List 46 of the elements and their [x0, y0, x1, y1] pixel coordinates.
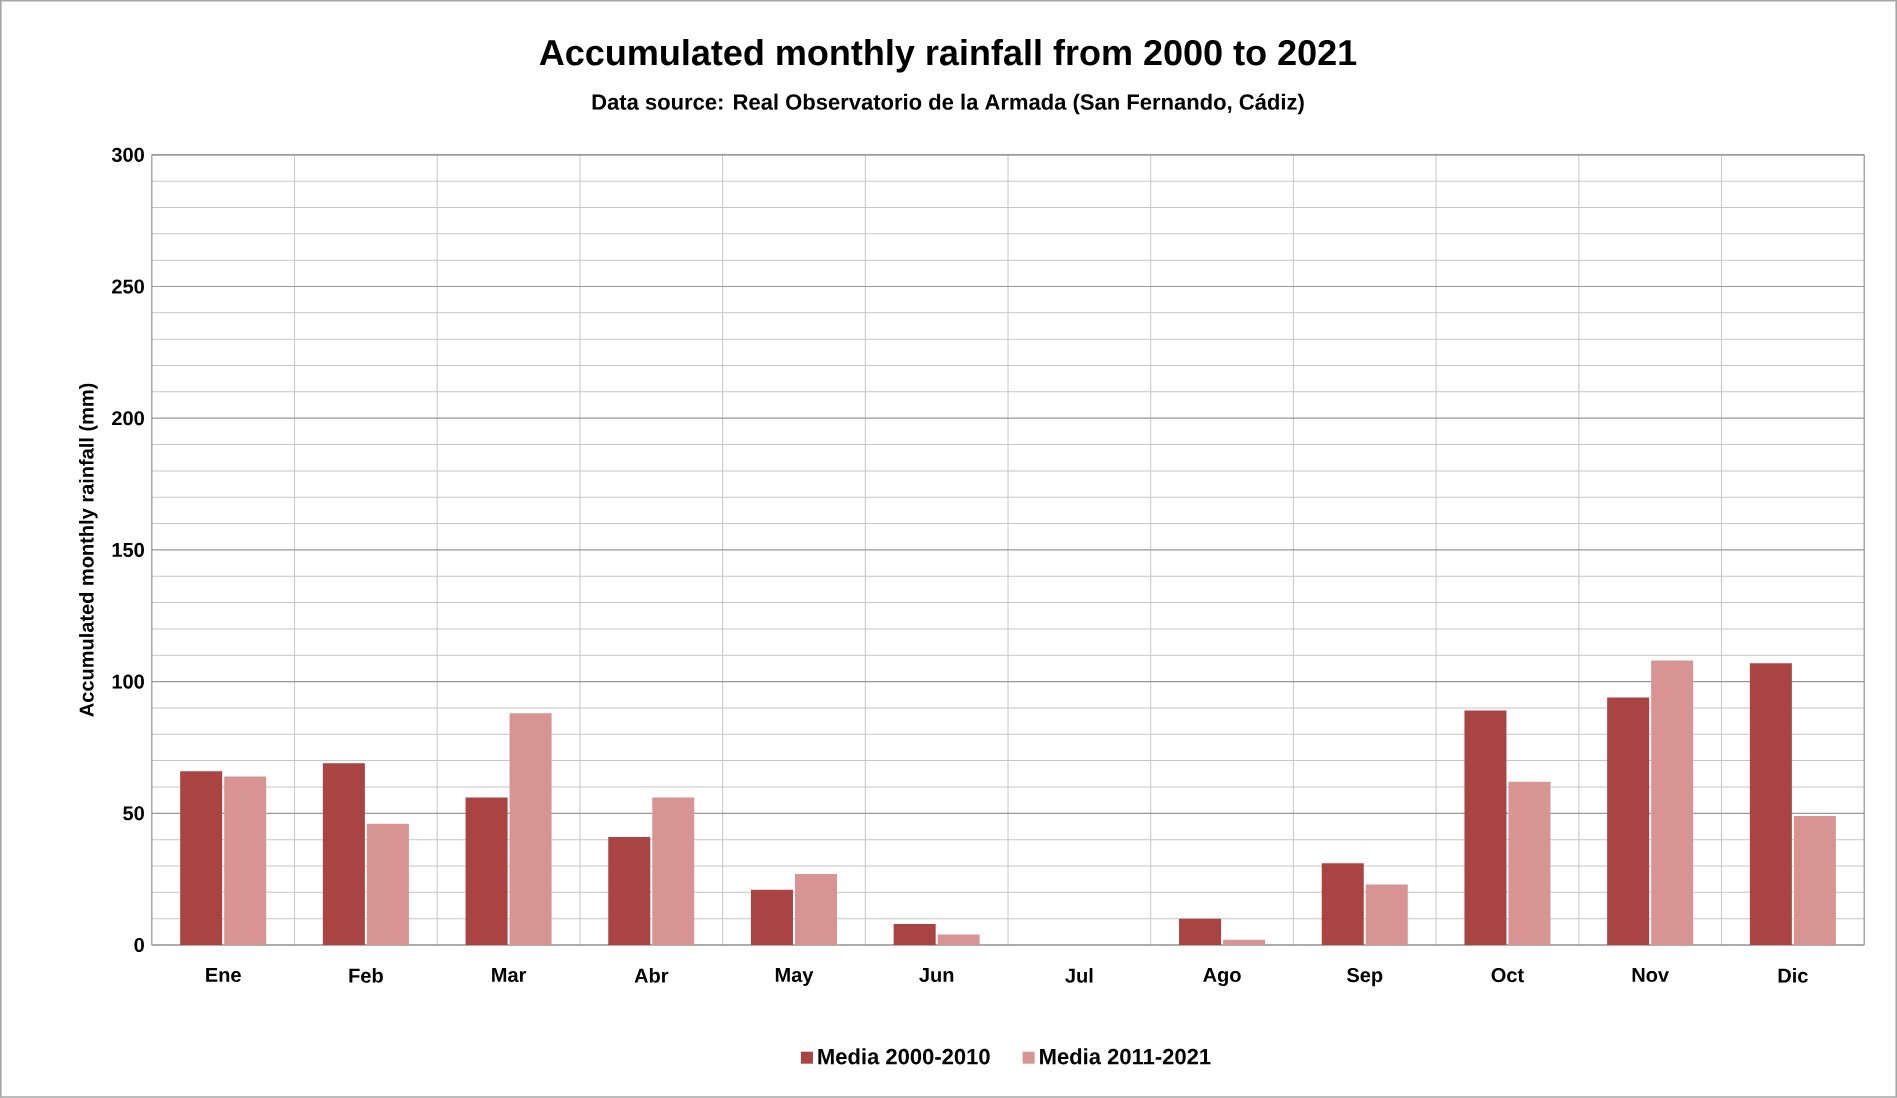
x-tick-label: Jul: [1065, 968, 1093, 983]
x-tick-label: Sep: [1346, 968, 1383, 987]
x-tick-label: Jun: [919, 968, 954, 983]
x-tick-label: Oct: [1491, 968, 1524, 983]
y-tick-label: 50: [123, 806, 144, 821]
bar: [180, 771, 223, 946]
bar: [1365, 884, 1408, 946]
bar: [1464, 710, 1507, 946]
bar: [937, 934, 980, 946]
y-tick-label: 150: [112, 542, 144, 558]
x-tick-label: Mar: [492, 968, 527, 983]
bar: [652, 797, 695, 946]
legend-label: Media 2011-2021: [1040, 1048, 1211, 1065]
x-tick-label: Ago: [1203, 968, 1241, 987]
legend-label: Media 2000-2010: [818, 1048, 990, 1065]
bar: [465, 797, 508, 946]
bar: [1793, 816, 1836, 946]
y-axis-title: Accumulated monthly rainfall (mm): [79, 383, 98, 717]
bar: [608, 837, 651, 946]
bar: [750, 889, 793, 946]
bar: [1607, 697, 1650, 946]
bar: [893, 924, 936, 946]
x-tick-label: Dic: [1778, 968, 1808, 983]
bar: [224, 776, 267, 946]
bar: [1321, 863, 1364, 946]
x-tick-label: Feb: [349, 968, 383, 983]
bar: [322, 763, 365, 946]
x-tick-label: Nov: [1632, 968, 1669, 983]
x-tick-label: Ene: [206, 968, 241, 983]
bar: [1223, 939, 1266, 946]
chart-subtitle: Data source: Real Observatorio de la Armada (San Fernando, Cádiz): [592, 93, 1304, 115]
bar: [509, 713, 552, 946]
y-tick-label: 300: [111, 147, 144, 162]
chart-title: Accumulated monthly rainfall from 2000 to 2021: [539, 39, 1357, 73]
x-tick-label: May: [775, 968, 814, 987]
bar: [1508, 781, 1551, 946]
y-tick-label: 250: [112, 279, 144, 294]
bar: [1749, 663, 1792, 946]
y-tick-label: 100: [112, 674, 144, 689]
y-tick-label: 0: [134, 938, 144, 953]
x-tick-label: Abr: [634, 968, 669, 983]
bar: [366, 823, 409, 946]
bar: [1179, 918, 1222, 946]
y-tick-label: 200: [112, 411, 144, 426]
bar: [1651, 660, 1694, 946]
bar: [794, 873, 837, 946]
